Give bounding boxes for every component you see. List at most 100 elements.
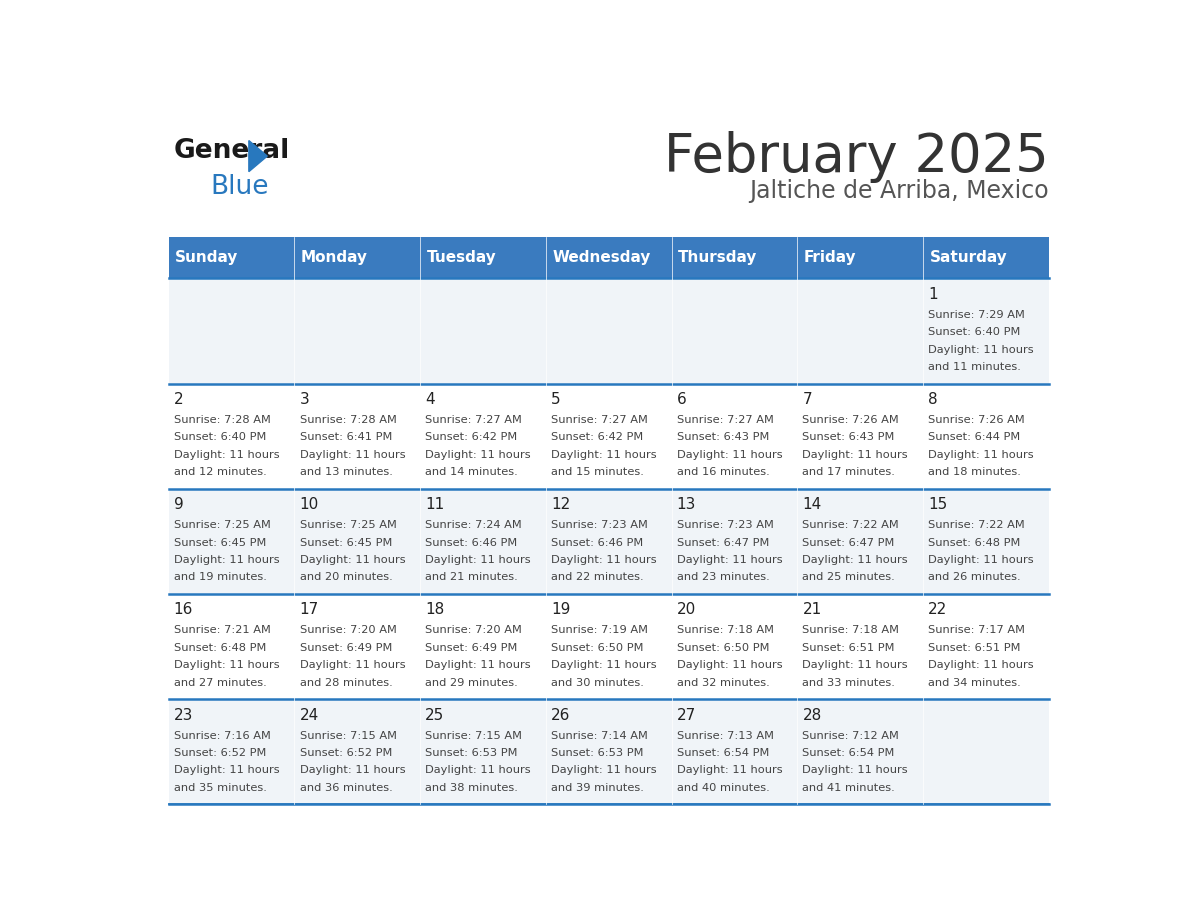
Text: 27: 27	[677, 708, 696, 722]
Text: 25: 25	[425, 708, 444, 722]
Text: Sunset: 6:45 PM: Sunset: 6:45 PM	[173, 538, 266, 548]
Text: Sunset: 6:50 PM: Sunset: 6:50 PM	[677, 643, 770, 653]
Text: Sunrise: 7:25 AM: Sunrise: 7:25 AM	[173, 521, 271, 531]
Text: Wednesday: Wednesday	[552, 251, 651, 265]
Bar	[671, 238, 797, 278]
Text: Daylight: 11 hours: Daylight: 11 hours	[802, 555, 908, 565]
Text: Sunrise: 7:20 AM: Sunrise: 7:20 AM	[299, 625, 397, 635]
Text: Thursday: Thursday	[678, 251, 758, 265]
Text: Daylight: 11 hours: Daylight: 11 hours	[425, 450, 531, 460]
Bar	[169, 278, 295, 384]
Text: Sunrise: 7:14 AM: Sunrise: 7:14 AM	[551, 731, 647, 741]
Text: Sunset: 6:50 PM: Sunset: 6:50 PM	[551, 643, 644, 653]
Bar	[295, 594, 421, 700]
Text: Daylight: 11 hours: Daylight: 11 hours	[551, 766, 657, 776]
Bar	[923, 238, 1049, 278]
Text: Sunset: 6:42 PM: Sunset: 6:42 PM	[551, 432, 643, 442]
Bar	[797, 278, 923, 384]
Text: Daylight: 11 hours: Daylight: 11 hours	[425, 766, 531, 776]
Text: and 28 minutes.: and 28 minutes.	[299, 677, 392, 688]
Bar	[421, 238, 546, 278]
Text: and 26 minutes.: and 26 minutes.	[928, 572, 1020, 582]
Bar	[295, 384, 421, 488]
Bar	[169, 594, 295, 700]
Text: and 19 minutes.: and 19 minutes.	[173, 572, 266, 582]
Text: 7: 7	[802, 392, 813, 407]
Text: Sunrise: 7:27 AM: Sunrise: 7:27 AM	[677, 415, 773, 425]
Text: Sunset: 6:45 PM: Sunset: 6:45 PM	[299, 538, 392, 548]
Text: and 34 minutes.: and 34 minutes.	[928, 677, 1020, 688]
Text: Sunset: 6:53 PM: Sunset: 6:53 PM	[551, 748, 644, 758]
Text: and 14 minutes.: and 14 minutes.	[425, 467, 518, 477]
Text: Sunrise: 7:29 AM: Sunrise: 7:29 AM	[928, 310, 1025, 320]
Text: and 12 minutes.: and 12 minutes.	[173, 467, 266, 477]
Text: 11: 11	[425, 498, 444, 512]
Text: Daylight: 11 hours: Daylight: 11 hours	[677, 450, 783, 460]
Bar	[295, 278, 421, 384]
Text: 17: 17	[299, 602, 318, 617]
Bar	[546, 700, 671, 804]
Text: Sunrise: 7:26 AM: Sunrise: 7:26 AM	[802, 415, 899, 425]
Bar	[421, 278, 546, 384]
Text: Sunset: 6:46 PM: Sunset: 6:46 PM	[551, 538, 643, 548]
Text: Daylight: 11 hours: Daylight: 11 hours	[928, 660, 1034, 670]
Text: Sunset: 6:54 PM: Sunset: 6:54 PM	[677, 748, 769, 758]
Bar	[169, 488, 295, 594]
Text: 8: 8	[928, 392, 937, 407]
Text: and 29 minutes.: and 29 minutes.	[425, 677, 518, 688]
Text: Blue: Blue	[210, 174, 268, 200]
Text: Sunrise: 7:12 AM: Sunrise: 7:12 AM	[802, 731, 899, 741]
Bar	[295, 488, 421, 594]
Bar	[671, 700, 797, 804]
Text: 5: 5	[551, 392, 561, 407]
Text: 15: 15	[928, 498, 948, 512]
Text: and 38 minutes.: and 38 minutes.	[425, 783, 518, 793]
Text: Sunset: 6:44 PM: Sunset: 6:44 PM	[928, 432, 1020, 442]
Text: and 18 minutes.: and 18 minutes.	[928, 467, 1022, 477]
Bar	[546, 594, 671, 700]
Text: Sunset: 6:51 PM: Sunset: 6:51 PM	[928, 643, 1020, 653]
Bar	[169, 700, 295, 804]
Bar	[923, 278, 1049, 384]
Text: Sunset: 6:54 PM: Sunset: 6:54 PM	[802, 748, 895, 758]
Bar	[295, 238, 421, 278]
Text: Sunrise: 7:23 AM: Sunrise: 7:23 AM	[677, 521, 773, 531]
Text: Sunrise: 7:22 AM: Sunrise: 7:22 AM	[928, 521, 1025, 531]
Text: 1: 1	[928, 286, 937, 302]
Bar	[797, 700, 923, 804]
Text: 13: 13	[677, 498, 696, 512]
Text: and 15 minutes.: and 15 minutes.	[551, 467, 644, 477]
Text: 19: 19	[551, 602, 570, 617]
Text: Sunrise: 7:27 AM: Sunrise: 7:27 AM	[425, 415, 523, 425]
Bar	[546, 278, 671, 384]
Text: Sunrise: 7:16 AM: Sunrise: 7:16 AM	[173, 731, 271, 741]
Text: Sunrise: 7:28 AM: Sunrise: 7:28 AM	[173, 415, 271, 425]
Text: and 13 minutes.: and 13 minutes.	[299, 467, 392, 477]
Text: Daylight: 11 hours: Daylight: 11 hours	[299, 660, 405, 670]
Text: and 39 minutes.: and 39 minutes.	[551, 783, 644, 793]
Text: Daylight: 11 hours: Daylight: 11 hours	[173, 450, 279, 460]
Text: 3: 3	[299, 392, 309, 407]
Text: Monday: Monday	[301, 251, 368, 265]
Bar	[923, 488, 1049, 594]
Text: and 22 minutes.: and 22 minutes.	[551, 572, 644, 582]
Bar	[169, 238, 295, 278]
Text: Daylight: 11 hours: Daylight: 11 hours	[928, 344, 1034, 354]
Bar	[797, 594, 923, 700]
Text: 28: 28	[802, 708, 822, 722]
Bar	[421, 384, 546, 488]
Text: Sunrise: 7:25 AM: Sunrise: 7:25 AM	[299, 521, 397, 531]
Text: 9: 9	[173, 498, 183, 512]
Bar	[923, 384, 1049, 488]
Text: Daylight: 11 hours: Daylight: 11 hours	[299, 766, 405, 776]
Text: Tuesday: Tuesday	[426, 251, 497, 265]
Bar	[421, 488, 546, 594]
Text: Daylight: 11 hours: Daylight: 11 hours	[677, 660, 783, 670]
Text: Sunrise: 7:28 AM: Sunrise: 7:28 AM	[299, 415, 397, 425]
Text: Sunrise: 7:17 AM: Sunrise: 7:17 AM	[928, 625, 1025, 635]
Text: Sunset: 6:52 PM: Sunset: 6:52 PM	[299, 748, 392, 758]
Text: Jaltiche de Arriba, Mexico: Jaltiche de Arriba, Mexico	[750, 179, 1049, 204]
Text: and 20 minutes.: and 20 minutes.	[299, 572, 392, 582]
Text: Sunrise: 7:18 AM: Sunrise: 7:18 AM	[802, 625, 899, 635]
Text: and 30 minutes.: and 30 minutes.	[551, 677, 644, 688]
